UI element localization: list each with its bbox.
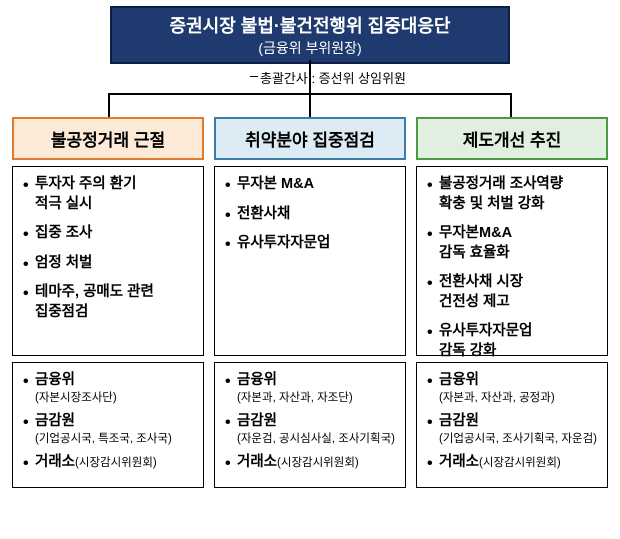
column-header: 제도개선 추진 [416, 117, 608, 160]
connector [108, 93, 110, 117]
item: 테마주, 공매도 관련집중점검 [21, 283, 195, 322]
agency-item: 금융위(자본과, 자산과, 공정과) [425, 371, 599, 406]
item: 유사투자자문업 [223, 234, 397, 254]
items-box: 무자본 M&A 전환사채유사투자자문업 [214, 166, 406, 356]
item: 집중 조사 [21, 224, 195, 244]
root-box: 증권시장 불법·불건전행위 집중대응단 (금융위 부위원장) [110, 6, 510, 64]
items-box: 투자자 주의 환기적극 실시집중 조사엄정 처벌테마주, 공매도 관련집중점검 [12, 166, 204, 356]
column-1: 취약분야 집중점검무자본 M&A 전환사채유사투자자문업금융위(자본과, 자산과,… [214, 117, 406, 494]
agency-item: 거래소(시장감시위원회) [223, 453, 397, 473]
agency-item: 금감원(기업공시국, 조사기획국, 자운검) [425, 412, 599, 447]
item: 무자본M&A감독 효율화 [425, 224, 599, 263]
column-header: 불공정거래 근절 [12, 117, 204, 160]
item: 엄정 처벌 [21, 254, 195, 274]
agency-item: 금감원(자운검, 공시심사실, 조사기획국) [223, 412, 397, 447]
item: 유사투자자문업감독 강화 [425, 322, 599, 361]
agency-item: 금감원(기업공시국, 특조국, 조사국) [21, 412, 195, 447]
connector [250, 76, 258, 77]
agencies-box: 금융위(자본과, 자산과, 자조단) 금감원(자운검, 공시심사실, 조사기획국)… [214, 362, 406, 488]
item: 투자자 주의 환기적극 실시 [21, 175, 195, 214]
root-subtitle: (금융위 부위원장) [112, 38, 508, 58]
agency-item: 거래소(시장감시위원회) [425, 453, 599, 473]
items-box: 불공정거래 조사역량확충 및 처벌 강화무자본M&A감독 효율화전환사채 시장건… [416, 166, 608, 356]
column-header: 취약분야 집중점검 [214, 117, 406, 160]
item: 무자본 M&A [223, 175, 397, 195]
agencies-box: 금융위(자본과, 자산과, 공정과) 금감원(기업공시국, 조사기획국, 자운검)… [416, 362, 608, 488]
column-0: 불공정거래 근절투자자 주의 환기적극 실시집중 조사엄정 처벌테마주, 공매도… [12, 117, 204, 494]
coordinator-label: 총괄간사 : 증선위 상임위원 [260, 68, 406, 87]
item: 불공정거래 조사역량확충 및 처벌 강화 [425, 175, 599, 214]
root-title: 증권시장 불법·불건전행위 집중대응단 [112, 12, 508, 38]
connector [510, 93, 512, 117]
item: 전환사채 [223, 205, 397, 225]
connector [309, 60, 311, 95]
agencies-box: 금융위(자본시장조사단) 금감원(기업공시국, 특조국, 조사국) 거래소(시장감시… [12, 362, 204, 488]
column-2: 제도개선 추진불공정거래 조사역량확충 및 처벌 강화무자본M&A감독 효율화전… [416, 117, 608, 494]
agency-item: 거래소(시장감시위원회) [21, 453, 195, 473]
agency-item: 금융위(자본과, 자산과, 자조단) [223, 371, 397, 406]
connector [309, 93, 311, 117]
agency-item: 금융위(자본시장조사단) [21, 371, 195, 406]
item: 전환사채 시장건전성 제고 [425, 273, 599, 312]
